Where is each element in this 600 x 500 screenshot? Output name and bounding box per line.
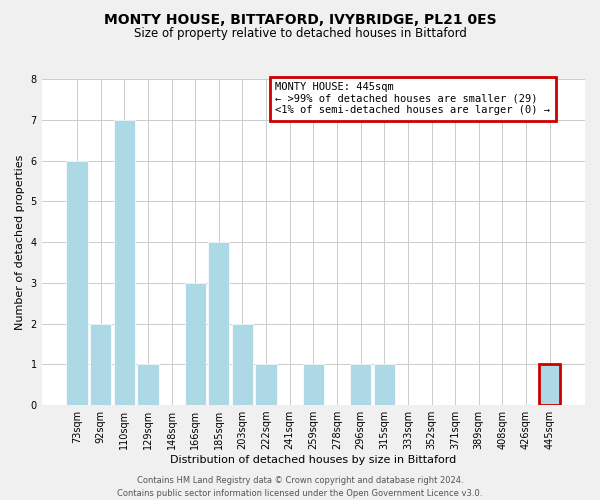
Bar <box>137 364 158 405</box>
Bar <box>350 364 371 405</box>
Bar <box>374 364 395 405</box>
Text: Size of property relative to detached houses in Bittaford: Size of property relative to detached ho… <box>134 28 466 40</box>
Text: MONTY HOUSE, BITTAFORD, IVYBRIDGE, PL21 0ES: MONTY HOUSE, BITTAFORD, IVYBRIDGE, PL21 … <box>104 12 496 26</box>
Text: MONTY HOUSE: 445sqm
← >99% of detached houses are smaller (29)
<1% of semi-detac: MONTY HOUSE: 445sqm ← >99% of detached h… <box>275 82 550 116</box>
Bar <box>185 283 206 405</box>
Bar <box>302 364 324 405</box>
Y-axis label: Number of detached properties: Number of detached properties <box>15 154 25 330</box>
X-axis label: Distribution of detached houses by size in Bittaford: Distribution of detached houses by size … <box>170 455 457 465</box>
Bar <box>539 364 560 405</box>
Bar <box>113 120 135 405</box>
Bar <box>232 324 253 405</box>
Bar <box>256 364 277 405</box>
Bar <box>90 324 111 405</box>
Text: Contains HM Land Registry data © Crown copyright and database right 2024.
Contai: Contains HM Land Registry data © Crown c… <box>118 476 482 498</box>
Bar <box>208 242 229 405</box>
Bar <box>67 160 88 405</box>
